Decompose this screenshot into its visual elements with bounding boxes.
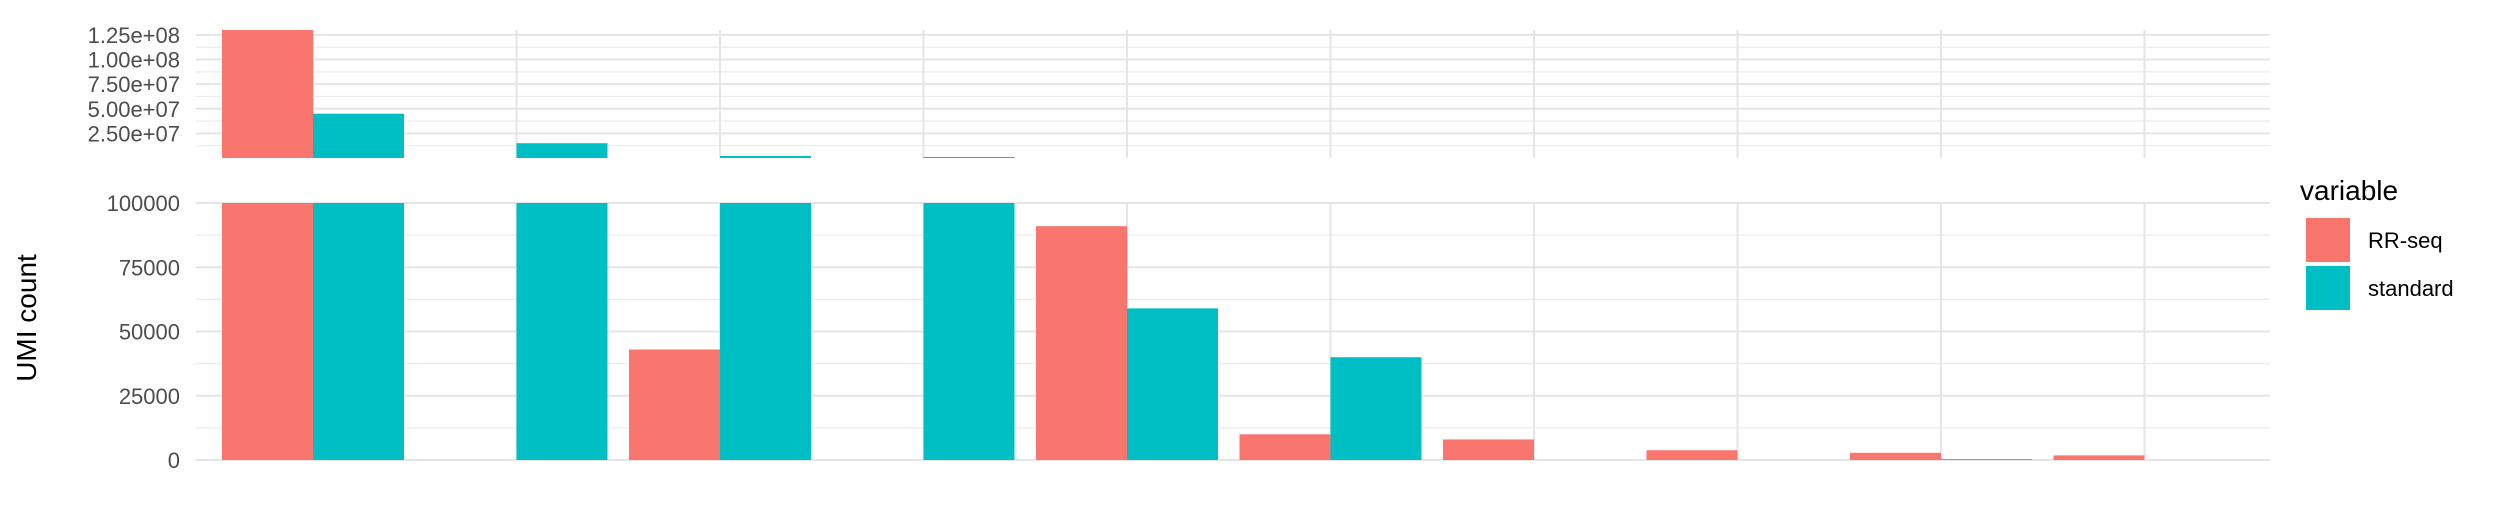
bar-standard: [1127, 308, 1218, 460]
grid-layer: [196, 30, 2270, 461]
bar-rr-seq: [1443, 439, 1534, 460]
bar-standard: [720, 203, 811, 460]
y-tick-label: 0: [168, 448, 180, 473]
bar-rr-seq: [1646, 450, 1738, 460]
legend-label: RR-seq: [2368, 228, 2443, 253]
bar-rr-seq: [222, 203, 313, 460]
y-axis-label: UMI count: [11, 254, 42, 382]
bar-standard: [923, 203, 1015, 460]
legend: variable RR-seq standard: [2300, 175, 2454, 310]
bar-standard: [720, 156, 811, 158]
bar-standard: [923, 157, 1015, 158]
bar-rr-seq: [1850, 452, 1941, 460]
y-tick-label: 75000: [119, 255, 180, 280]
y-tick-label: 2.50e+07: [88, 121, 180, 146]
y-tick-labels: 2.50e+075.00e+077.50e+071.00e+081.25e+08…: [88, 23, 180, 473]
bar-rr-seq: [629, 349, 720, 460]
bar-standard: [313, 113, 404, 158]
legend-key: [2306, 266, 2350, 310]
y-tick-label: 1.25e+08: [88, 23, 180, 48]
bar-standard: [516, 143, 608, 158]
bars-layer: [222, 30, 2145, 460]
legend-title: variable: [2300, 175, 2398, 206]
bar-standard: [1941, 459, 2032, 460]
bar-standard: [313, 203, 404, 460]
bar-standard: [1330, 357, 1422, 460]
legend-items: RR-seq standard: [2306, 218, 2454, 310]
bar-rr-seq: [1239, 434, 1331, 460]
y-tick-label: 1.00e+08: [88, 48, 180, 73]
bar-standard: [516, 203, 608, 460]
y-tick-label: 5.00e+07: [88, 97, 180, 122]
legend-label: standard: [2368, 276, 2454, 301]
y-tick-label: 7.50e+07: [88, 72, 180, 97]
bar-rr-seq: [222, 30, 313, 158]
y-tick-label: 50000: [119, 320, 180, 345]
y-tick-label: 25000: [119, 384, 180, 409]
legend-key: [2306, 218, 2350, 262]
bar-rr-seq: [1036, 226, 1127, 460]
bar-rr-seq: [2053, 455, 2145, 460]
y-tick-label: 100000: [107, 191, 180, 216]
